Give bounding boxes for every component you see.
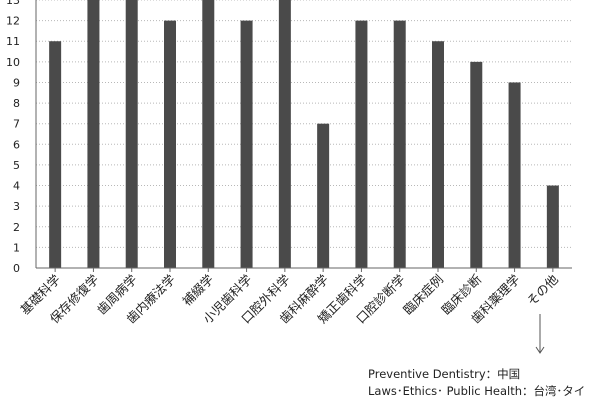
bar [393, 20, 406, 268]
bar [87, 0, 100, 268]
y-tick-label: 0 [13, 262, 20, 275]
y-tick-label: 10 [6, 56, 20, 69]
y-tick-label: 13 [6, 0, 20, 7]
y-tick-label: 4 [13, 180, 20, 193]
bar [125, 0, 138, 268]
bar [355, 20, 368, 268]
bar [317, 123, 330, 268]
y-tick-label: 11 [6, 35, 20, 48]
y-tick-label: 7 [13, 118, 20, 131]
y-tick-label: 5 [13, 159, 20, 172]
y-tick-label: 2 [13, 221, 20, 234]
bar [164, 20, 176, 268]
y-tick-label: 6 [13, 138, 20, 151]
bar [432, 41, 444, 268]
x-tick-label: 臨床症例 [400, 272, 446, 318]
annotation-arrow [535, 314, 545, 354]
y-tick-label: 1 [13, 241, 20, 254]
y-tick-label: 3 [13, 200, 20, 213]
bars [49, 0, 559, 268]
bar [49, 41, 62, 268]
bar [278, 0, 291, 268]
y-tick-label: 9 [13, 76, 20, 89]
bar [546, 185, 559, 268]
bar [240, 20, 253, 268]
x-tick-label: その他 [524, 271, 561, 308]
y-tick-label: 12 [6, 15, 20, 28]
y-tick-label: 8 [13, 97, 20, 110]
annotation-note-laws: Laws･Ethics･ Public Health：台湾･タイ [368, 384, 586, 398]
bar [508, 82, 521, 268]
bar [202, 0, 215, 268]
gridlines [36, 0, 572, 248]
bar [470, 61, 483, 268]
annotation-note-preventive: Preventive Dentistry：中国 [368, 367, 521, 381]
x-tick-label: 補綴学 [179, 272, 216, 309]
